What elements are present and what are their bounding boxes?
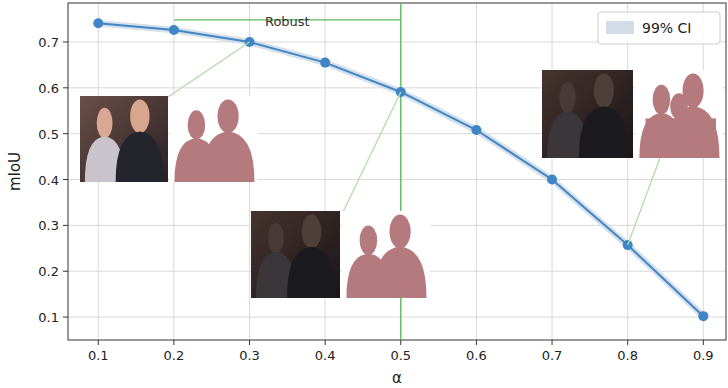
tick-x <box>703 340 704 345</box>
tick-label-y: 0.6 <box>38 81 59 96</box>
tick-x <box>400 340 401 345</box>
grid-line-y <box>68 317 726 318</box>
mask-bg <box>342 211 430 298</box>
grid-line-x <box>552 3 553 340</box>
photo-bg <box>251 211 340 298</box>
tick-x <box>552 340 553 345</box>
y-axis-label: mIoU <box>6 152 24 191</box>
tick-label-x: 0.6 <box>466 348 487 363</box>
thumbnail-photo <box>542 70 633 158</box>
mask-bg <box>170 96 258 182</box>
data-point <box>547 175 557 185</box>
legend-label: 99% CI <box>642 20 691 36</box>
leader-line <box>168 42 250 97</box>
data-point <box>169 25 179 35</box>
mask-blob <box>646 118 716 158</box>
legend-box <box>598 12 720 44</box>
figure-body <box>116 131 164 182</box>
ci-band <box>98 20 703 321</box>
figure-body <box>202 131 255 182</box>
plot-frame <box>68 3 726 340</box>
photo-bg <box>542 70 633 158</box>
tick-x <box>98 340 99 345</box>
photo-shade <box>542 70 633 158</box>
figure-head <box>218 99 239 133</box>
data-point <box>93 18 103 28</box>
tick-y <box>63 41 68 42</box>
legend-swatch <box>606 21 634 34</box>
data-group <box>93 3 708 340</box>
figure-head <box>653 85 671 115</box>
figure-head <box>97 108 113 138</box>
thumbnail-photo <box>80 96 168 182</box>
figure-head <box>670 93 688 119</box>
tick-x <box>173 340 174 345</box>
tick-label-y: 0.2 <box>38 264 59 279</box>
tick-y <box>63 87 68 88</box>
thumbnail-photo <box>251 211 340 298</box>
series-line <box>98 23 703 316</box>
tick-y <box>63 225 68 226</box>
tick-label-x: 0.3 <box>239 348 260 363</box>
tick-label-y: 0.1 <box>38 310 59 325</box>
tick-label-x: 0.7 <box>542 348 563 363</box>
tick-label-y: 0.4 <box>38 173 59 188</box>
tick-x <box>249 340 250 345</box>
tick-label-x: 0.9 <box>693 348 714 363</box>
tick-y <box>63 271 68 272</box>
tick-label-x: 0.1 <box>88 348 109 363</box>
tick-x <box>627 340 628 345</box>
tick-y <box>63 317 68 318</box>
photo-shade <box>251 211 340 298</box>
figure-head <box>390 214 411 248</box>
photo-bg <box>80 96 168 182</box>
thumbnail-mask <box>342 211 430 298</box>
data-point <box>698 311 708 321</box>
data-point <box>320 58 330 68</box>
grid-line-x <box>627 3 628 340</box>
x-axis-label: α <box>392 369 402 387</box>
figure-head <box>188 110 206 139</box>
tick-label-y: 0.7 <box>38 35 59 50</box>
grid-line-x <box>703 3 704 340</box>
grid-line-x <box>476 3 477 340</box>
figure-head <box>360 226 378 256</box>
page: {"chart_data": {"type": "line", "x_label… <box>0 0 728 388</box>
tick-y <box>63 133 68 134</box>
tick-x <box>476 340 477 345</box>
chart: 0.1 0.2 0.3 0.4 0.5 0.6 0.7 0.8 0.9 0.1 0.2 0.3 0.4 0… <box>0 0 728 388</box>
leader-line <box>628 158 660 245</box>
tick-label-y: 0.3 <box>38 218 59 233</box>
tick-label-x: 0.4 <box>315 348 336 363</box>
thumbnail-mask <box>170 96 258 182</box>
tick-label-x: 0.8 <box>617 348 638 363</box>
leader-line <box>343 92 401 212</box>
figure-body <box>374 247 427 298</box>
tick-label-x: 0.5 <box>390 348 411 363</box>
thumbnail-mask <box>635 70 723 158</box>
tick-x <box>325 340 326 345</box>
annotation-text: Robust <box>265 14 310 29</box>
tick-label-y: 0.5 <box>38 127 59 142</box>
tick-y <box>63 179 68 180</box>
legend: 99% CI <box>598 12 720 44</box>
mask-bg <box>635 70 723 158</box>
tick-label-x: 0.2 <box>164 348 185 363</box>
figure-head <box>130 99 149 133</box>
data-point <box>471 125 481 135</box>
